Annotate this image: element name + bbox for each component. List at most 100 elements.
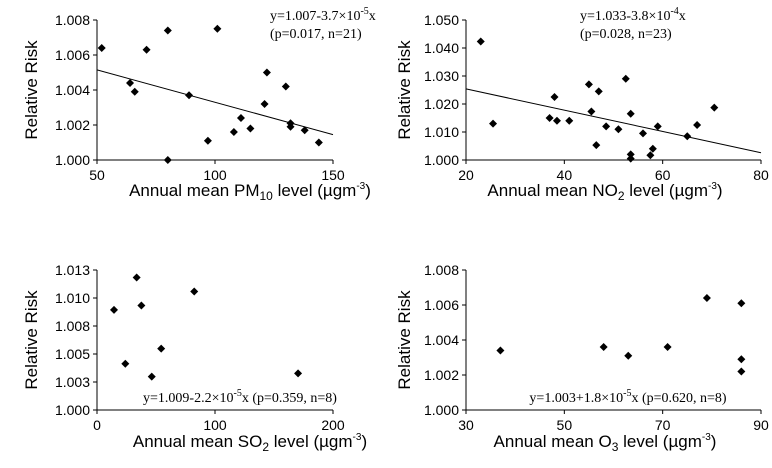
y-tick-label: 1.000 — [424, 402, 459, 418]
data-point — [702, 294, 711, 302]
x-axis-label: Annual mean O3 level (µgm-3) — [494, 432, 717, 454]
data-point — [626, 154, 635, 163]
x-tick-label: 0 — [93, 417, 101, 433]
data-point — [130, 87, 139, 96]
data-point — [229, 128, 238, 136]
data-point — [737, 367, 746, 376]
x-axis-label-part: ) — [711, 432, 717, 451]
y-tick-label: 1.004 — [55, 82, 90, 98]
data-point — [626, 150, 635, 159]
y-tick-label: 1.010 — [424, 124, 459, 140]
regression-equation-part: y=1.009-2.2×10 — [143, 391, 233, 406]
data-point — [693, 121, 702, 129]
regression-equation-part: x — [369, 9, 376, 24]
regression-equation-part: x — [679, 9, 686, 24]
data-point — [157, 344, 166, 353]
regression-equation-part: y=1.033-3.8×10 — [580, 9, 670, 24]
x-axis-label-part: ) — [361, 432, 367, 451]
x-tick-label: 20 — [458, 167, 474, 183]
data-point — [550, 93, 559, 101]
data-point — [594, 87, 603, 96]
data-point — [599, 343, 608, 351]
regression-equation: y=1.003+1.8×10-5x (p=0.620, n=8) — [529, 388, 726, 406]
x-axis-label-part: 2 — [262, 440, 269, 454]
x-tick-label: 70 — [655, 417, 671, 433]
data-point — [592, 141, 601, 150]
regression-equation-part: -5 — [233, 388, 241, 399]
x-tick-label: 80 — [753, 167, 769, 183]
data-point — [614, 125, 623, 134]
data-point — [190, 287, 199, 296]
x-axis-label-part: -3 — [353, 432, 362, 443]
data-point — [294, 369, 303, 378]
data-point — [185, 91, 194, 100]
y-axis-label: Relative Risk — [22, 40, 41, 140]
y-tick-label: 1.008 — [55, 318, 90, 334]
regression-equation-part: y=1.007-3.7×10 — [270, 9, 360, 24]
x-axis-label-part: 2 — [618, 189, 625, 203]
data-point — [281, 82, 290, 91]
data-point — [163, 156, 172, 164]
data-point — [683, 132, 692, 141]
x-axis-label: Annual mean SO2 level (µgm-3) — [133, 432, 367, 454]
y-axis-label: Relative Risk — [395, 290, 414, 390]
data-point — [565, 116, 574, 125]
x-tick-label: 90 — [753, 417, 769, 433]
regression-stats: (p=0.017, n=21) — [270, 27, 362, 42]
x-axis-label-part: level (µgm — [625, 181, 708, 200]
data-point — [639, 129, 647, 138]
y-tick-label: 1.000 — [55, 152, 90, 168]
data-point — [236, 114, 245, 122]
regression-equation: y=1.033-3.8×10-4x — [580, 6, 686, 24]
x-axis-label: Annual mean PM10 level (µgm-3) — [129, 181, 371, 203]
data-point — [621, 74, 630, 83]
regression-stats: (p=0.028, n=23) — [580, 27, 672, 42]
regression-equation-part: x (p=0.620, n=8) — [631, 391, 726, 406]
data-point — [737, 299, 746, 308]
x-tick-label: 50 — [89, 167, 105, 183]
x-axis-label-part: -3 — [702, 432, 711, 443]
data-point — [624, 351, 633, 360]
y-tick-label: 1.008 — [424, 262, 459, 278]
x-tick-label: 100 — [203, 417, 227, 433]
data-point — [648, 144, 657, 153]
regression-equation: y=1.009-2.2×10-5x (p=0.359, n=8) — [143, 388, 337, 406]
data-point — [132, 273, 141, 282]
y-tick-label: 1.005 — [55, 346, 90, 362]
data-point — [203, 136, 212, 145]
data-point — [602, 122, 611, 131]
data-point — [262, 68, 271, 77]
data-point — [97, 44, 106, 52]
data-point — [163, 26, 172, 35]
x-tick-label: 30 — [458, 417, 474, 433]
x-axis-label-part: Annual mean O — [494, 432, 612, 451]
data-point — [476, 37, 485, 46]
x-axis-label-part: ) — [365, 181, 371, 200]
data-point — [584, 80, 593, 89]
trend-line — [96, 69, 334, 136]
data-point — [147, 372, 156, 381]
y-axis-label: Relative Risk — [395, 40, 414, 140]
x-axis-label: Annual mean NO2 level (µgm-3) — [487, 181, 722, 203]
data-point — [545, 114, 554, 122]
regression-equation-part: x (p=0.359, n=8) — [242, 391, 337, 406]
data-point — [314, 138, 323, 147]
x-axis-label-part: level (µgm — [273, 181, 356, 200]
y-tick-label: 1.030 — [424, 68, 459, 84]
x-tick-label: 50 — [557, 417, 573, 433]
data-point — [142, 45, 151, 54]
y-tick-label: 1.004 — [424, 332, 459, 348]
chart-no2: 1.000 1.010 1.020 1.030 1.040 1.050 20 40 60 80 An… — [395, 6, 769, 203]
regression-equation-part: -5 — [623, 388, 631, 399]
x-axis-label-part: 10 — [259, 189, 273, 203]
data-point — [653, 122, 662, 131]
x-tick-label: 60 — [655, 167, 671, 183]
x-axis-label-part: Annual mean SO — [133, 432, 262, 451]
x-axis-label-part: Annual mean NO — [487, 181, 617, 200]
data-point — [737, 355, 746, 364]
data-point — [121, 359, 130, 368]
x-tick-label: 150 — [321, 167, 345, 183]
data-point — [710, 103, 719, 112]
